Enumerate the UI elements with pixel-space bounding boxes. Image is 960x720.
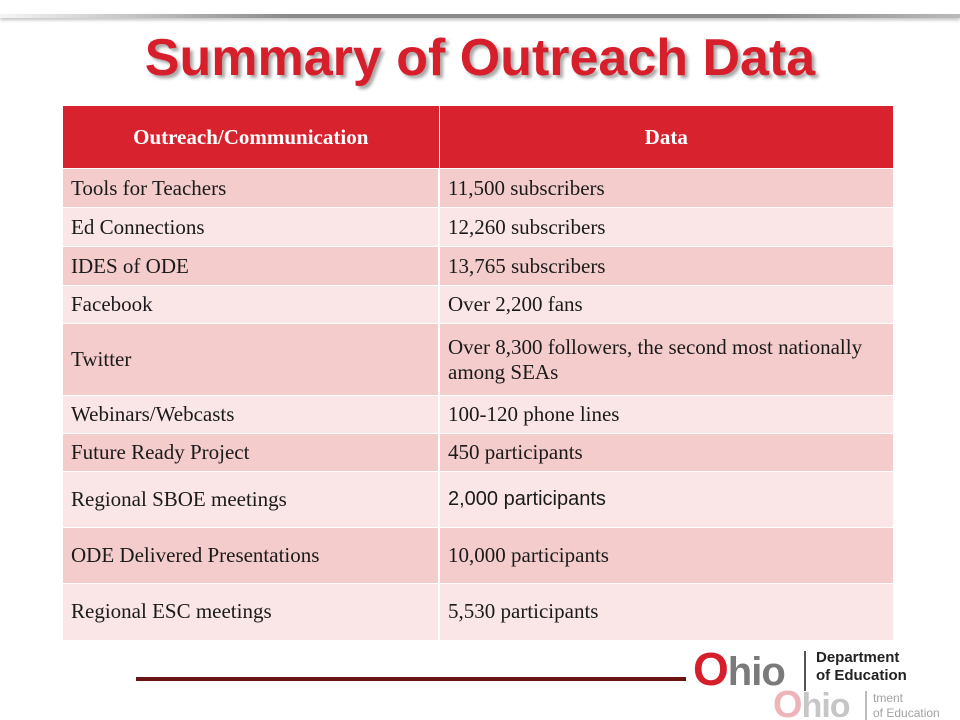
table-row: Future Ready Project 450 participants <box>63 434 893 472</box>
table-row: Regional ESC meetings 5,530 participants <box>63 584 893 640</box>
table-row: Tools for Teachers 11,500 subscribers <box>63 169 893 208</box>
row-label: Future Ready Project <box>63 434 439 472</box>
row-label: IDES of ODE <box>63 247 439 286</box>
row-label: Regional SBOE meetings <box>63 472 439 528</box>
dept-line2: of Education <box>816 667 907 685</box>
ghost-dept-line2: of Education <box>873 706 940 720</box>
ghost-dept-text: tment of Education <box>873 691 940 720</box>
table-header-row: Outreach/Communication Data <box>63 106 893 169</box>
row-label: Twitter <box>63 324 439 396</box>
ohio-o: O <box>693 643 728 695</box>
row-value: 450 participants <box>439 434 893 472</box>
outreach-table: Outreach/Communication Data Tools for Te… <box>63 106 893 640</box>
ghost-logo-divider <box>865 691 867 720</box>
row-value: 5,530 participants <box>439 584 893 640</box>
row-value: Over 8,300 followers, the second most na… <box>439 324 893 396</box>
row-value: 2,000 participants <box>439 472 893 528</box>
row-value: 11,500 subscribers <box>439 169 893 208</box>
ohio-rest: hio <box>728 650 785 694</box>
table-row: Ed Connections 12,260 subscribers <box>63 208 893 247</box>
table-row: IDES of ODE 13,765 subscribers <box>63 247 893 286</box>
row-label: ODE Delivered Presentations <box>63 528 439 584</box>
table-row: ODE Delivered Presentations 10,000 parti… <box>63 528 893 584</box>
row-label: Facebook <box>63 286 439 324</box>
table-row: Twitter Over 8,300 followers, the second… <box>63 324 893 396</box>
ghost-ohio-rest: hio <box>802 687 850 720</box>
dept-line1: Department <box>816 649 907 667</box>
row-value: 13,765 subscribers <box>439 247 893 286</box>
row-label: Regional ESC meetings <box>63 584 439 640</box>
table-row: Webinars/Webcasts 100-120 phone lines <box>63 396 893 434</box>
logo-divider <box>804 651 806 691</box>
table-row: Regional SBOE meetings 2,000 participant… <box>63 472 893 528</box>
row-label: Tools for Teachers <box>63 169 439 208</box>
top-divider <box>0 14 960 18</box>
bottom-divider <box>136 677 686 681</box>
table-row: Facebook Over 2,200 fans <box>63 286 893 324</box>
row-value: 100-120 phone lines <box>439 396 893 434</box>
row-label: Webinars/Webcasts <box>63 396 439 434</box>
ghost-dept-line1: tment <box>873 691 940 706</box>
header-outreach: Outreach/Communication <box>63 106 439 169</box>
ohio-wordmark: Ohio <box>693 645 785 696</box>
dept-text: Department of Education <box>816 649 907 685</box>
row-value: 12,260 subscribers <box>439 208 893 247</box>
header-data: Data <box>439 106 893 169</box>
ohio-department-of-education-logo: Ohio tment of Education Ohio Department … <box>693 645 960 720</box>
row-value: 10,000 participants <box>439 528 893 584</box>
slide-title: Summary of Outreach Data <box>0 22 960 94</box>
logo-reflection: Ohio tment of Education <box>773 685 960 720</box>
row-value: Over 2,200 fans <box>439 286 893 324</box>
row-label: Ed Connections <box>63 208 439 247</box>
